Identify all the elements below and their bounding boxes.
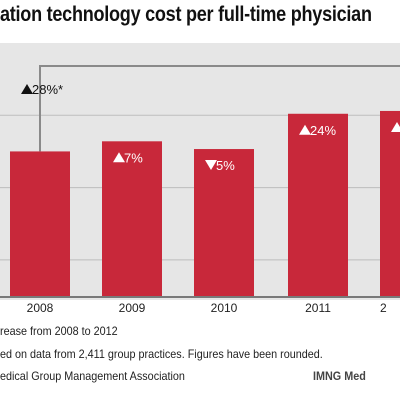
bar-chart: 28%* 7% 5% 24% xyxy=(0,65,400,298)
source-credit: edical Group Management Association xyxy=(0,369,185,383)
arrow-up-icon xyxy=(113,152,125,163)
bar-2008 xyxy=(10,151,70,296)
bar-2010 xyxy=(194,149,254,296)
bar-2 xyxy=(380,110,400,296)
arrow-up-icon xyxy=(21,84,33,94)
data-label-2010: 5% xyxy=(216,158,235,173)
footnote-method: ed on data from 2,411 group practices. F… xyxy=(0,347,323,361)
data-label-2011: 24% xyxy=(310,123,336,138)
x-tick-label: 2009 xyxy=(118,301,146,315)
chart-title: ation technology cost per full-time phys… xyxy=(0,3,372,26)
data-label-2009: 7% xyxy=(124,150,143,165)
arrow-down-icon xyxy=(205,160,217,171)
bar-2009 xyxy=(102,141,162,296)
footnote-increase: rease from 2008 to 2012 xyxy=(0,324,118,338)
arrow-up-icon xyxy=(299,124,311,135)
x-tick-label: 2011 xyxy=(305,301,331,315)
data-label-2008: 28%* xyxy=(32,82,63,97)
bar-2011 xyxy=(288,113,348,296)
chart-area: 28%* 7% 5% 24% xyxy=(0,43,400,300)
x-tick-label: 2010 xyxy=(210,301,238,315)
bracket-line xyxy=(39,65,400,152)
publisher-credit: IMNG Med xyxy=(313,369,366,383)
x-tick-label: 2 xyxy=(380,301,387,315)
x-tick-label: 2008 xyxy=(26,301,54,315)
arrow-up-icon xyxy=(391,121,400,132)
